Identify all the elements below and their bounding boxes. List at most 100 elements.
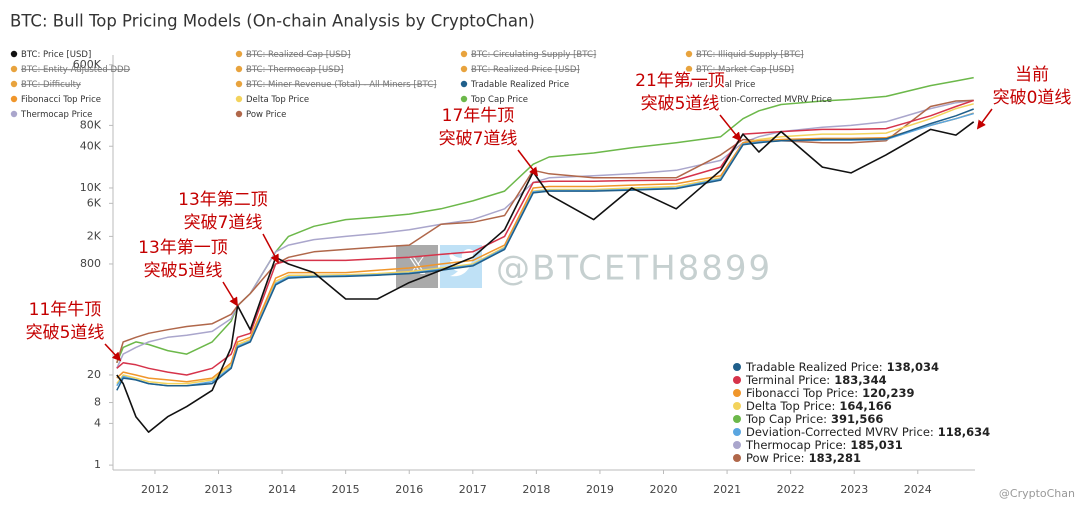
value-legend-value: 185,031 <box>850 438 902 452</box>
value-legend-marker <box>733 363 741 371</box>
y-tick-label: 80K <box>80 118 102 131</box>
series-line <box>116 108 974 391</box>
series-line <box>116 99 974 369</box>
annotation-text: 当前 <box>1015 65 1049 85</box>
value-legend-marker <box>733 454 741 462</box>
legend-marker <box>10 95 18 103</box>
annotation-arrow <box>517 149 539 177</box>
value-legend-value: 164,166 <box>839 399 891 413</box>
legend-marker <box>235 50 243 58</box>
legend-label: Fibonacci Top Price <box>21 95 101 105</box>
legend-label: BTC: Thermocap [USD] <box>246 65 343 75</box>
value-legend-entry: Terminal Price: 183,344 <box>745 373 887 387</box>
legend-label: BTC: Miner Revenue (Total) - All Miners … <box>246 80 436 90</box>
value-legend-value: 183,344 <box>834 373 886 387</box>
x-tick-label: 2017 <box>459 483 487 496</box>
value-legend-entry: Thermocap Price: 185,031 <box>745 438 903 452</box>
legend-label: BTC: Entity-Adjusted DDD <box>21 65 131 75</box>
annotation-arrow <box>719 114 742 142</box>
value-legend-label: Deviation-Corrected MVRV Price: <box>746 425 934 439</box>
legend-marker <box>235 110 243 118</box>
legend-label: BTC: Realized Cap [USD] <box>246 50 351 60</box>
x-tick-label: 2022 <box>777 483 805 496</box>
legend-label: Delta Top Price <box>246 95 309 105</box>
chart-title: BTC: Bull Top Pricing Models (On-chain A… <box>10 12 535 31</box>
annotation-text: 突破5道线 <box>26 323 105 343</box>
legend-label: BTC: Circulating Supply [BTC] <box>471 50 596 60</box>
value-legend-label: Pow Price: <box>746 451 805 465</box>
annotation-text: 突破7道线 <box>184 213 263 233</box>
legend-marker <box>460 50 468 58</box>
value-legend-value: 183,281 <box>809 451 861 465</box>
annotation-arrow <box>976 108 993 130</box>
legend-marker <box>235 65 243 73</box>
legend-marker <box>685 65 693 73</box>
legend-marker <box>460 80 468 88</box>
series-line <box>116 103 974 385</box>
y-tick-label: 20 <box>87 368 101 381</box>
value-legend-marker <box>733 402 741 410</box>
x-tick-label: 2013 <box>205 483 233 496</box>
legend-label: Pow Price <box>246 110 286 120</box>
annotation-text: 21年第一顶 <box>635 71 725 91</box>
value-legend-label: Terminal Price: <box>745 373 830 387</box>
annotation-arrow <box>104 343 122 362</box>
value-legend-entry: Fibonacci Top Price: 120,239 <box>746 386 915 400</box>
legend-label: Terminal Price <box>695 80 755 90</box>
annotation-arrow <box>262 233 279 264</box>
annotation-text: 13年第一顶 <box>138 238 228 258</box>
value-legend-marker <box>733 376 741 384</box>
annotation-text: 17年牛顶 <box>442 106 515 126</box>
legend-marker <box>235 80 243 88</box>
legend-label: BTC: Price [USD] <box>21 50 91 60</box>
legend-marker <box>460 65 468 73</box>
legend-label: Thermocap Price <box>20 110 92 120</box>
annotation-text: 突破5道线 <box>144 261 223 281</box>
legend-label: BTC: Realized Price [USD] <box>471 65 580 75</box>
y-tick-label: 6K <box>87 196 102 209</box>
value-legend-label: Delta Top Price: <box>746 399 835 413</box>
series-line <box>116 112 974 383</box>
value-legend-marker <box>733 428 741 436</box>
x-tick-label: 2021 <box>713 483 741 496</box>
legend-label: BTC: Market Cap [USD] <box>696 65 794 75</box>
value-legend-marker <box>733 441 741 449</box>
y-tick-label: 8 <box>94 396 101 409</box>
series-line <box>116 121 975 433</box>
series-line <box>116 99 974 364</box>
annotation-text: 突破7道线 <box>439 129 518 149</box>
x-tick-label: 2014 <box>268 483 296 496</box>
value-legend-value: 120,239 <box>862 386 914 400</box>
value-legend-label: Top Cap Price: <box>745 412 827 426</box>
annotation-arrow <box>222 281 238 307</box>
legend-marker <box>10 65 18 73</box>
legend-marker <box>460 95 468 103</box>
value-legend-value: 118,634 <box>938 425 990 439</box>
value-legend-marker <box>733 389 741 397</box>
value-legend-entry: Top Cap Price: 391,566 <box>745 412 883 426</box>
value-legend-label: Tradable Realized Price: <box>745 360 883 374</box>
x-tick-label: 2020 <box>650 483 678 496</box>
annotation-text: 13年第二顶 <box>178 190 268 210</box>
annotation-text: 突破5道线 <box>641 94 720 114</box>
legend-marker <box>685 80 693 88</box>
legend-label: Deviation-Corrected MVRV Price <box>696 95 832 105</box>
y-tick-label: 4 <box>94 416 101 429</box>
legend-marker <box>235 95 243 103</box>
value-legend-label: Fibonacci Top Price: <box>746 386 858 400</box>
value-legend-entry: Tradable Realized Price: 138,034 <box>745 360 939 374</box>
y-tick-label: 2K <box>87 229 102 242</box>
y-tick-label: 10K <box>80 181 102 194</box>
annotation-text: 突破0道线 <box>993 88 1072 108</box>
x-tick-label: 2012 <box>141 483 169 496</box>
x-tick-label: 2015 <box>332 483 360 496</box>
y-tick-label: 800 <box>80 257 101 270</box>
legend-label: BTC: Difficulty <box>21 80 81 90</box>
legend-marker <box>10 50 18 58</box>
value-legend-entry: Pow Price: 183,281 <box>746 451 861 465</box>
y-tick-label: 40K <box>80 139 102 152</box>
legend-label: Tradable Realized Price <box>470 80 569 90</box>
y-tick-label: 600K <box>73 58 102 71</box>
legend-marker <box>10 80 18 88</box>
annotation-text: 11年牛顶 <box>29 300 102 320</box>
